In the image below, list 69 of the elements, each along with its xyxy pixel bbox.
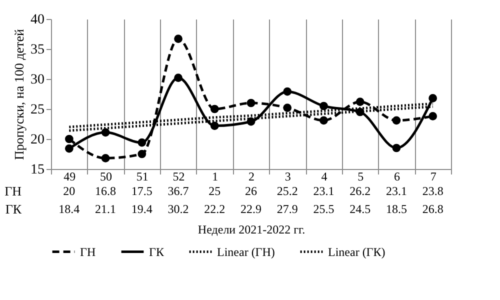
data-label: 23.1 bbox=[386, 184, 407, 198]
x-tick-label: 5 bbox=[358, 170, 364, 184]
data-label: 18.4 bbox=[58, 202, 80, 216]
y-tick-label: 25 bbox=[30, 102, 44, 118]
point bbox=[246, 117, 256, 126]
point bbox=[320, 116, 328, 125]
data-label: 26.2 bbox=[350, 184, 371, 198]
data-label: 30.2 bbox=[168, 202, 189, 216]
data-label: 18.5 bbox=[386, 202, 407, 216]
x-tick-label: 52 bbox=[172, 170, 185, 184]
data-label: 22.2 bbox=[204, 202, 226, 216]
x-tick-label: 7 bbox=[430, 170, 436, 184]
y-axis-title: Пропуски, на 100 детей bbox=[12, 29, 26, 160]
point bbox=[174, 74, 182, 82]
data-label: 17.5 bbox=[131, 184, 152, 198]
x-tick-label: 50 bbox=[100, 170, 112, 184]
point bbox=[101, 154, 110, 162]
data-label: 22.9 bbox=[240, 202, 262, 216]
data-label: 26 bbox=[245, 184, 257, 198]
x-tick-label: 49 bbox=[64, 170, 76, 184]
data-label: 19.4 bbox=[131, 202, 152, 216]
point bbox=[428, 94, 437, 102]
x-tick-label: 2 bbox=[248, 170, 254, 184]
x-tick-label: 6 bbox=[394, 170, 400, 184]
data-label: 25 bbox=[208, 184, 221, 198]
point bbox=[356, 108, 364, 116]
y-tick-label: 20 bbox=[30, 132, 44, 148]
point bbox=[174, 34, 182, 43]
y-tick-label: 30 bbox=[30, 72, 44, 88]
x-tick-label: 4 bbox=[321, 170, 328, 184]
point bbox=[138, 138, 146, 147]
data-label: 23.8 bbox=[422, 184, 444, 198]
point bbox=[138, 150, 146, 158]
x-tick-label: 3 bbox=[284, 170, 291, 184]
legend-label: Linear (ГН) bbox=[217, 244, 275, 259]
point bbox=[356, 98, 364, 106]
legend-label: ГК bbox=[149, 244, 165, 259]
point bbox=[210, 104, 219, 114]
point bbox=[65, 134, 74, 144]
point bbox=[101, 128, 110, 137]
data-label: 23.1 bbox=[313, 184, 334, 198]
data-label: 16.8 bbox=[95, 184, 116, 198]
x-tick-label: 51 bbox=[136, 170, 148, 184]
point bbox=[392, 116, 401, 125]
y-tick-label: 40 bbox=[30, 12, 44, 28]
point bbox=[392, 144, 401, 152]
legend-label: Linear (ГК) bbox=[328, 244, 386, 259]
point bbox=[283, 104, 292, 112]
data-label: 25.2 bbox=[276, 184, 298, 198]
data-label: 26.8 bbox=[422, 202, 444, 216]
x-tick-label: 1 bbox=[212, 170, 218, 184]
data-label: 20 bbox=[63, 184, 76, 198]
data-label: 24.5 bbox=[350, 202, 371, 216]
point bbox=[246, 98, 256, 108]
point bbox=[320, 102, 328, 110]
text: ГН bbox=[4, 184, 22, 198]
point bbox=[65, 144, 74, 153]
data-label: 36.7 bbox=[168, 184, 189, 198]
y-tick-label: 35 bbox=[30, 42, 44, 58]
text: ГК bbox=[5, 202, 22, 216]
legend-label: ГН bbox=[80, 244, 96, 259]
data-label: 27.9 bbox=[276, 202, 298, 216]
point bbox=[428, 112, 437, 120]
data-label: 21.1 bbox=[95, 202, 116, 216]
x-axis-title: Недели 2021-2022 гг. bbox=[198, 222, 306, 236]
data-label: 25.5 bbox=[313, 202, 334, 216]
point bbox=[283, 87, 292, 96]
y-tick-label: 15 bbox=[30, 162, 44, 178]
point bbox=[210, 122, 219, 130]
